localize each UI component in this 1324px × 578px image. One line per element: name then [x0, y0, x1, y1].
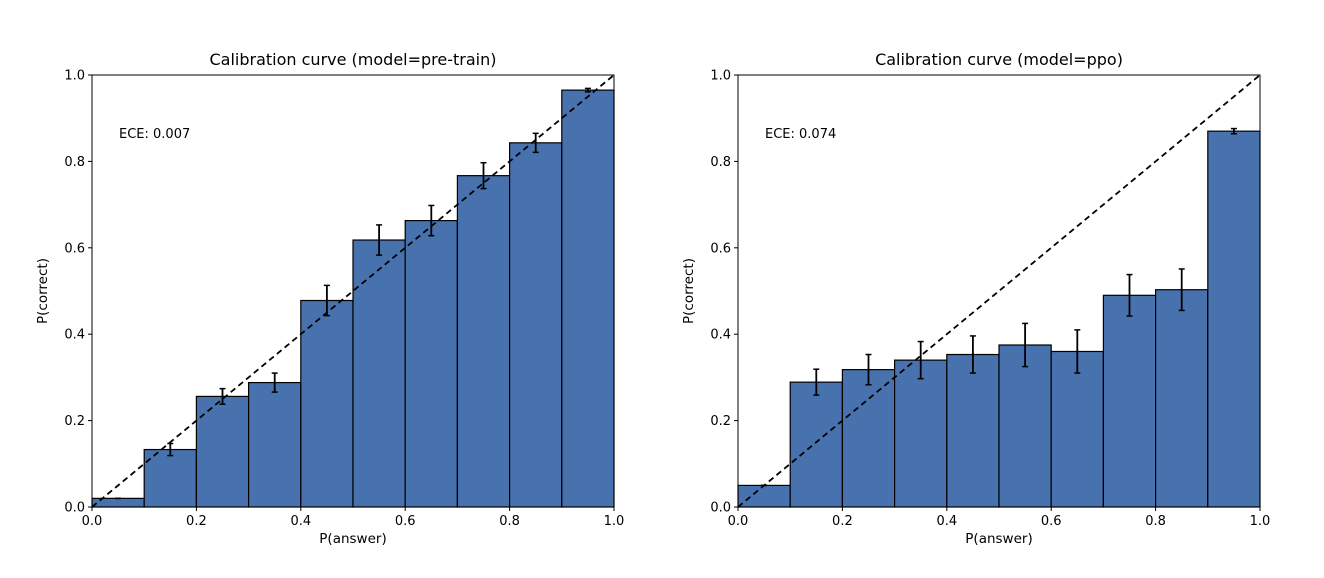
- chart2-ytick-label-4: 0.8: [710, 155, 731, 170]
- chart2-reference-diagonal: [737, 74, 1261, 508]
- chart2-xtick-label-0: 0.0: [728, 514, 749, 529]
- chart2-bar-2: [841, 369, 896, 508]
- chart2-axes-frame: [737, 74, 1261, 508]
- chart2-xtick-label-5: 1.0: [1250, 514, 1271, 529]
- chart2-bar-4: [946, 353, 1000, 508]
- chart2-bar-1: [789, 381, 844, 508]
- chart2-bar-7: [1102, 294, 1157, 508]
- chart1-bar-3: [248, 381, 302, 508]
- chart2-bar-6: [1050, 350, 1104, 508]
- chart1-xlabel: P(answer): [319, 531, 386, 547]
- chart2-title: Calibration curve (model=ppo): [875, 50, 1123, 69]
- chart1-bar-9: [561, 89, 615, 508]
- chart2-ytick-label-5: 1.0: [710, 69, 731, 84]
- chart1-xtick-label-3: 0.6: [395, 514, 416, 529]
- chart2-xtick-label-2: 0.4: [936, 514, 957, 529]
- chart2-xlabel: P(answer): [965, 531, 1032, 547]
- chart1-bar-4: [300, 299, 354, 508]
- chart1-ytick-label-1: 0.2: [64, 414, 85, 429]
- chart1-xtick-label-4: 0.8: [499, 514, 520, 529]
- chart1-bar-1: [143, 448, 197, 508]
- chart1-bar-8: [509, 142, 563, 508]
- chart2-bar-3: [893, 359, 948, 508]
- chart2-bar-8: [1154, 289, 1209, 508]
- chart1-ece-annotation: ECE: 0.007: [119, 127, 190, 142]
- chart2-ytick-label-0: 0.0: [710, 501, 731, 516]
- chart1-bar-2: [195, 395, 250, 508]
- chart2-ytick-label-3: 0.6: [710, 241, 731, 256]
- chart1-xtick-label-2: 0.4: [290, 514, 311, 529]
- chart2-bar-9: [1207, 130, 1261, 508]
- chart2-ylabel: P(correct): [681, 258, 697, 324]
- chart-panel-ppo: 0.0 0.2 0.4 0.6 0.8 1.0 0.0 0.2 0.4 0.6 0.8 1.0 Cali…: [681, 50, 1270, 547]
- chart-panel-pretrain: 0.0 0.2 0.4 0.6 0.8 1.0 0.0 0.2 0.4 0.6 0.8 1.0 Cali…: [35, 50, 624, 547]
- chart1-xtick-label-0: 0.0: [82, 514, 103, 529]
- chart1-ytick-label-4: 0.8: [64, 155, 85, 170]
- chart1-title: Calibration curve (model=pre-train): [209, 50, 496, 69]
- chart2-ece-annotation: ECE: 0.074: [765, 127, 836, 142]
- chart1-xtick-label-5: 1.0: [604, 514, 625, 529]
- chart1-ytick-label-2: 0.4: [64, 328, 85, 343]
- chart1-ytick-label-0: 0.0: [64, 501, 85, 516]
- chart1-bar-5: [352, 239, 406, 508]
- chart1-ytick-label-3: 0.6: [64, 241, 85, 256]
- chart2-ytick-label-2: 0.4: [710, 328, 731, 343]
- chart2-xtick-label-3: 0.6: [1041, 514, 1062, 529]
- chart1-ytick-label-5: 1.0: [64, 69, 85, 84]
- chart2-bar-0: [737, 484, 791, 508]
- chart1-bar-7: [456, 175, 511, 508]
- chart2-bar-5: [998, 344, 1052, 508]
- chart2-ytick-label-1: 0.2: [710, 414, 731, 429]
- chart1-xtick-label-1: 0.2: [186, 514, 207, 529]
- chart1-bar-6: [404, 219, 459, 508]
- chart2-xtick-label-4: 0.8: [1145, 514, 1166, 529]
- chart2-xtick-label-1: 0.2: [832, 514, 853, 529]
- chart1-reference-diagonal: [91, 74, 615, 508]
- chart1-ylabel: P(correct): [35, 258, 51, 324]
- chart1-axes-frame: [91, 74, 615, 508]
